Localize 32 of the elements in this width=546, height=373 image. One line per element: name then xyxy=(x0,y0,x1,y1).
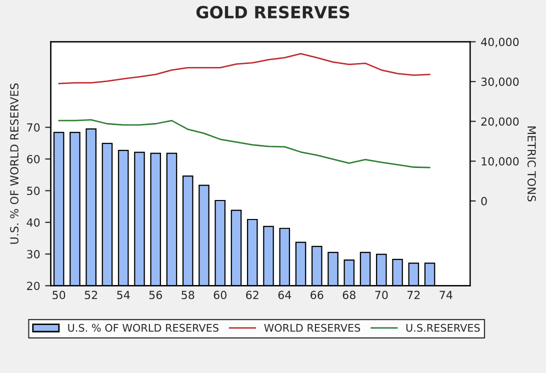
x-tick-label: 50 xyxy=(52,290,66,300)
x-tick-label: 70 xyxy=(375,290,388,300)
x-tick-label: 64 xyxy=(278,290,292,300)
line-series xyxy=(58,53,430,84)
y-tick-label: 60 xyxy=(27,154,40,164)
y-tick-label: 70 xyxy=(27,123,40,132)
x-tick-label: 66 xyxy=(310,290,324,300)
x-tick-label: 74 xyxy=(440,290,452,300)
legend-label: U.S.RESERVES xyxy=(406,324,480,332)
x-tick-label: 72 xyxy=(408,290,420,300)
legend-label: U.S. % OF WORLD RESERVES xyxy=(68,324,218,332)
x-tick-label: 68 xyxy=(342,290,356,300)
y-axis-title: U.S. % OF WORLD RESERVES xyxy=(10,83,19,244)
y2-axis-title: METRIC TONS xyxy=(527,126,536,202)
y-tick-label: 50 xyxy=(27,186,40,196)
y-tick-label: 30 xyxy=(27,250,40,258)
x-tick-label: 62 xyxy=(246,290,258,300)
y2-tick-label: 10,000 xyxy=(482,157,519,167)
y2-tick-label: 0 xyxy=(481,196,487,206)
y-tick-label: 40 xyxy=(26,218,40,227)
x-tick-label: 60 xyxy=(214,290,226,300)
y-tick-label: 20 xyxy=(27,282,40,290)
x-tick-label: 52 xyxy=(84,290,98,300)
x-tick-label: 56 xyxy=(149,290,162,300)
x-tick-label: 58 xyxy=(182,290,194,300)
line-series xyxy=(58,119,430,168)
y2-tick-label: 20,000 xyxy=(481,117,519,127)
y2-tick-label: 30,000 xyxy=(481,78,519,88)
x-tick-label: 54 xyxy=(117,290,130,300)
y2-tick-label: 40,000 xyxy=(481,38,519,48)
chart-title: GOLD RESERVES xyxy=(196,6,350,18)
legend-label: WORLD RESERVES xyxy=(264,324,360,332)
